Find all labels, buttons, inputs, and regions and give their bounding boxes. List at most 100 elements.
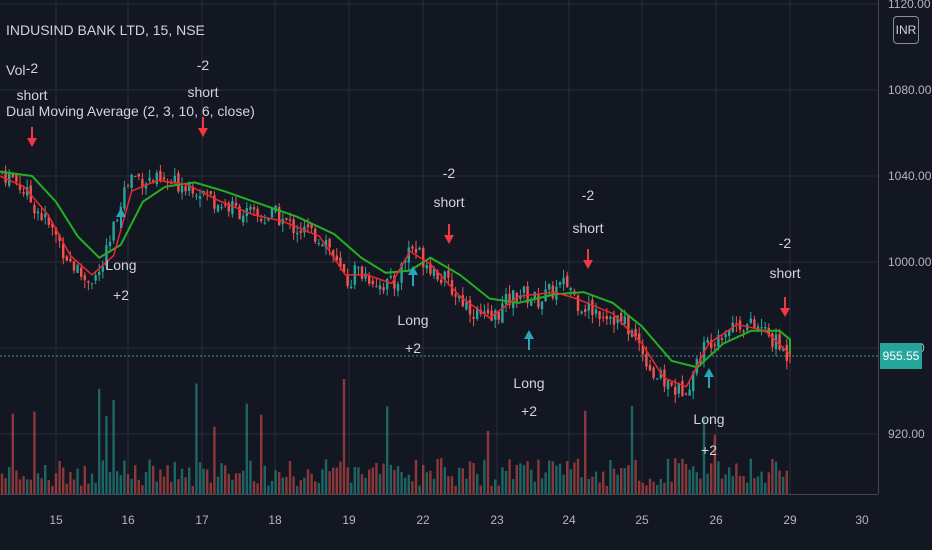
volume-bar bbox=[213, 426, 216, 494]
volume-bar bbox=[188, 467, 191, 494]
candle-body bbox=[101, 266, 104, 272]
volume-bar bbox=[306, 469, 310, 494]
volume-bar bbox=[227, 473, 230, 494]
candle-body bbox=[461, 295, 464, 307]
volume-legend[interactable]: Vol bbox=[6, 62, 26, 78]
candle-body bbox=[684, 393, 688, 395]
candle-body bbox=[494, 310, 497, 320]
volume-bar bbox=[659, 479, 662, 494]
price-tick-label: 1080.00 bbox=[888, 83, 932, 97]
candle-body bbox=[447, 270, 450, 278]
candle-body bbox=[270, 208, 274, 218]
volume-bar bbox=[184, 477, 187, 494]
candle-body bbox=[648, 364, 652, 371]
volume-bar bbox=[112, 399, 115, 494]
volume-bar bbox=[281, 477, 284, 494]
volume-bar bbox=[177, 479, 180, 494]
candle-body bbox=[72, 261, 76, 271]
indicator-legend[interactable]: Dual Moving Average (2, 3, 10, 6, close) bbox=[6, 103, 255, 119]
volume-bar bbox=[526, 461, 529, 494]
volume-bar bbox=[508, 459, 511, 494]
volume-bar bbox=[8, 467, 11, 494]
volume-bar bbox=[170, 482, 173, 494]
candle-body bbox=[105, 245, 108, 266]
candle-body bbox=[778, 334, 781, 350]
volume-bar bbox=[346, 467, 349, 494]
candle-body bbox=[548, 283, 551, 290]
candle-body bbox=[594, 309, 598, 314]
candle-body bbox=[170, 182, 173, 184]
volume-bar bbox=[706, 473, 709, 494]
volume-bar bbox=[544, 472, 547, 494]
candle-body bbox=[108, 241, 112, 247]
price-axis-border bbox=[878, 0, 879, 494]
volume-bar bbox=[328, 471, 331, 494]
candle-body bbox=[598, 311, 601, 319]
candle-body bbox=[288, 219, 292, 221]
slow-moving-average-line bbox=[0, 170, 791, 369]
candle-body bbox=[155, 172, 158, 185]
time-tick-label: 18 bbox=[268, 513, 282, 527]
candle-body bbox=[742, 330, 745, 333]
candle-body bbox=[357, 267, 360, 269]
volume-bar bbox=[389, 464, 392, 494]
time-tick-label: 23 bbox=[490, 513, 504, 527]
volume-bar bbox=[494, 479, 497, 494]
candle-body bbox=[213, 195, 216, 209]
volume-bar bbox=[98, 388, 101, 494]
currency-badge[interactable]: INR bbox=[893, 16, 919, 44]
candle-body bbox=[544, 289, 547, 302]
time-axis[interactable]: 15 16 17 18 19 22 23 24 25 26 29 30 bbox=[49, 513, 869, 527]
volume-bar bbox=[738, 475, 742, 494]
candle-body bbox=[587, 302, 590, 311]
candle-body bbox=[735, 323, 738, 325]
symbol-legend[interactable]: INDUSIND BANK LTD, 15, NSE bbox=[6, 22, 205, 38]
signal-label-bottom: short bbox=[433, 194, 464, 210]
candle-body bbox=[670, 382, 673, 386]
candle-body bbox=[371, 280, 374, 285]
candle-body bbox=[436, 271, 439, 280]
volume-bar bbox=[152, 465, 155, 494]
candle-body bbox=[414, 248, 418, 253]
long-signal: Long +2 bbox=[513, 330, 545, 419]
candle-body bbox=[782, 347, 785, 351]
candle-body bbox=[285, 217, 288, 220]
volume-bar bbox=[443, 467, 446, 494]
candle-body bbox=[317, 243, 320, 245]
volume-bar bbox=[33, 411, 36, 494]
volume-bar bbox=[159, 469, 162, 494]
candle-body bbox=[659, 370, 662, 379]
long-signal: Long +2 bbox=[693, 368, 725, 458]
volume-bar bbox=[425, 472, 428, 494]
volume-bar bbox=[620, 468, 623, 494]
candle-body bbox=[378, 285, 382, 290]
candle-body bbox=[306, 224, 310, 227]
candle-body bbox=[443, 271, 446, 281]
volume-bar bbox=[123, 460, 126, 494]
volume-bar bbox=[382, 463, 385, 494]
candle-body bbox=[422, 248, 425, 268]
price-tick-label: 1040.00 bbox=[888, 169, 932, 183]
volume-bar bbox=[47, 479, 50, 494]
candle-body bbox=[180, 185, 184, 193]
candle-body bbox=[368, 275, 371, 284]
volume-bar bbox=[335, 467, 338, 494]
volume-bar bbox=[407, 474, 410, 494]
candle-body bbox=[720, 338, 724, 340]
volume-bar bbox=[238, 473, 241, 494]
volume-bar bbox=[663, 482, 666, 494]
volume-bar bbox=[760, 471, 763, 494]
volume-bar bbox=[62, 467, 65, 494]
volume-bar bbox=[224, 465, 227, 494]
time-tick-label: 24 bbox=[562, 513, 576, 527]
candle-body bbox=[393, 275, 396, 289]
volume-bar bbox=[692, 466, 695, 494]
volume-bar bbox=[321, 469, 324, 494]
volume-bar bbox=[29, 479, 32, 494]
candle-body bbox=[173, 175, 176, 183]
long-signal: Long +2 bbox=[397, 266, 429, 356]
candle-body bbox=[22, 192, 25, 194]
volume-bar bbox=[630, 405, 634, 494]
